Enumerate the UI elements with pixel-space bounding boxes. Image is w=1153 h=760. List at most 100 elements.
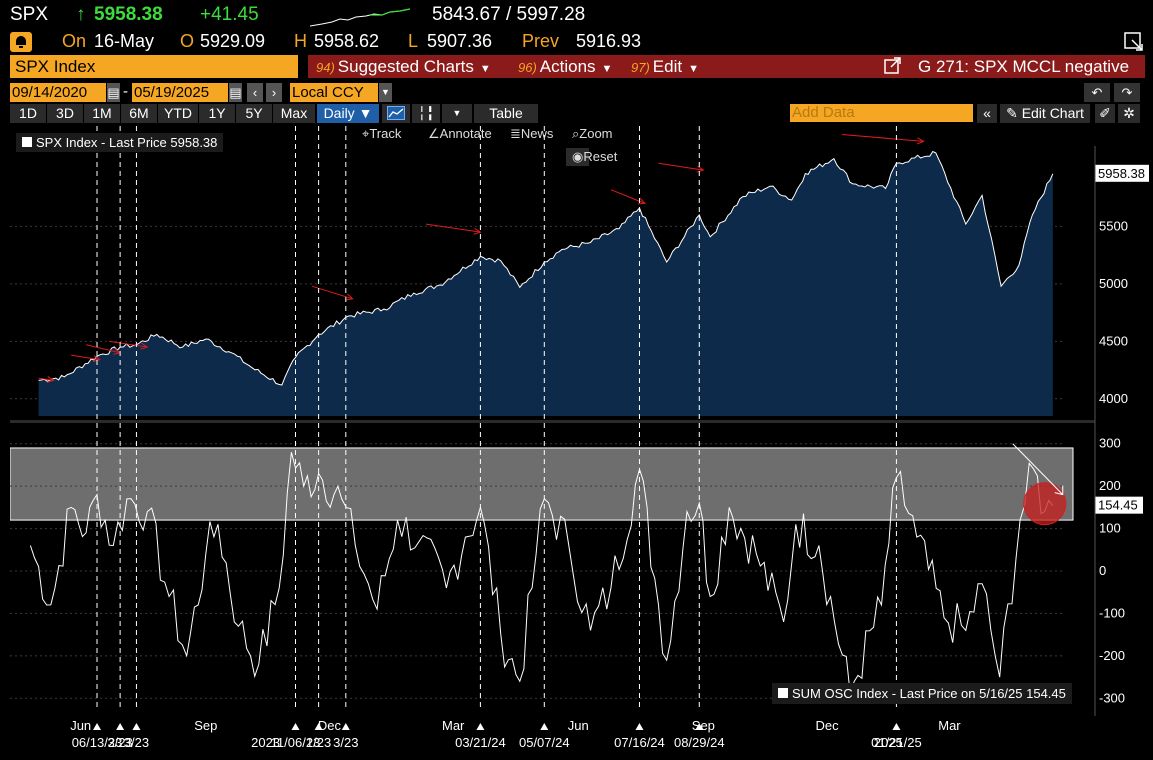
ohlc-header: On 16-May O 5929.09 H 5958.62 L 5907.36 … xyxy=(10,31,710,55)
x-month-label: Dec xyxy=(816,718,840,733)
period-1m[interactable]: 1M xyxy=(84,104,120,123)
x-month-label: Dec xyxy=(318,718,342,733)
edit-icon[interactable]: ✐ xyxy=(1095,104,1115,123)
next-period-button[interactable]: › xyxy=(266,83,282,102)
frequency-label: Daily xyxy=(323,105,355,121)
undo-icon[interactable]: ↶ xyxy=(1084,83,1110,102)
edit-chart-button[interactable]: ✎ Edit Chart xyxy=(1000,104,1090,123)
news-tool[interactable]: ≣ News xyxy=(510,126,554,141)
bar-chart-icon[interactable]: ╎╏ xyxy=(412,104,440,123)
y-tick-label: -100 xyxy=(1099,605,1125,620)
line-chart-icon[interactable] xyxy=(382,104,410,123)
currency-select[interactable]: Local CCY xyxy=(290,83,378,102)
table-button[interactable]: Table xyxy=(474,104,538,123)
period-5y[interactable]: 5Y xyxy=(236,104,272,123)
annotation-arrow xyxy=(658,162,704,171)
period-1d[interactable]: 1D xyxy=(10,104,46,123)
event-marker-triangle xyxy=(116,723,125,730)
menu-label: Edit xyxy=(652,57,683,76)
last-price: 5958.38 xyxy=(94,4,163,25)
track-tool[interactable]: ⌖ Track xyxy=(362,126,402,141)
annotation-arrowhead xyxy=(92,355,101,363)
x-month-label: Jun xyxy=(568,718,589,733)
bell-icon[interactable] xyxy=(10,32,32,57)
period-max[interactable]: Max xyxy=(273,104,315,123)
collapse-icon[interactable]: « xyxy=(977,104,997,123)
gear-icon[interactable]: ✲ xyxy=(1118,104,1140,123)
last-price-tag-label: 5958.38 xyxy=(1098,166,1145,181)
period-3d[interactable]: 3D xyxy=(47,104,83,123)
start-date-input[interactable]: 09/14/2020 xyxy=(10,83,106,102)
last-osc-tag xyxy=(1095,496,1143,514)
annotation-arrowhead-white xyxy=(1054,485,1064,496)
period-6m[interactable]: 6M xyxy=(121,104,157,123)
prev-period-button[interactable]: ‹ xyxy=(247,83,263,102)
on-label: On xyxy=(62,31,87,51)
caret-down-icon: ▼ xyxy=(479,63,491,75)
y-tick-label: 4500 xyxy=(1099,333,1128,348)
chart-title: G 271: SPX MCCL negative xyxy=(918,57,1130,76)
external-link-icon[interactable] xyxy=(884,55,902,78)
high-label: H xyxy=(294,31,307,51)
quote-header: SPX ↑ 5958.38 +41.45 5843.67 / 5997.28 xyxy=(10,4,710,30)
legend-top-text: SPX Index - Last Price 5958.38 xyxy=(36,135,218,150)
reset-label: Reset xyxy=(583,149,618,164)
menu-actions[interactable]: 96) Actions ▼ xyxy=(518,55,612,78)
add-data-input[interactable]: Add Data xyxy=(790,104,973,122)
event-marker-label: 03/21/24 xyxy=(455,735,506,750)
menu-suggested-charts[interactable]: 94) Suggested Charts ▼ xyxy=(316,55,491,78)
event-marker-label: 05/07/24 xyxy=(519,735,570,750)
quote-date: 16-May xyxy=(94,31,155,51)
news-label: News xyxy=(520,126,554,141)
frequency-select[interactable]: Daily ▼ xyxy=(317,104,379,123)
zoom-label: Zoom xyxy=(579,126,613,141)
menu-edit[interactable]: 97) Edit ▼ xyxy=(631,55,699,78)
legend-bottom: SUM OSC Index - Last Price on 5/16/25 15… xyxy=(772,683,1072,704)
annotation-arrow-white xyxy=(1012,443,1064,495)
low-value: 5907.36 xyxy=(427,31,493,51)
period-ytd[interactable]: YTD xyxy=(158,104,198,123)
event-marker-triangle xyxy=(314,723,323,730)
ticker[interactable]: SPX xyxy=(10,4,49,25)
period-1y[interactable]: 1Y xyxy=(199,104,235,123)
event-marker-triangle xyxy=(132,723,141,730)
zoom-tool[interactable]: ⌕ Zoom xyxy=(572,126,613,141)
event-marker-triangle xyxy=(540,723,549,730)
redo-icon[interactable]: ↷ xyxy=(1114,83,1140,102)
track-label: Track xyxy=(369,126,402,141)
calendar-icon[interactable]: ▤ xyxy=(229,83,242,102)
chart-type-dropdown-icon[interactable]: ▼ xyxy=(442,104,472,123)
event-marker-label: 07/16/24 xyxy=(614,735,665,750)
annotation-arrow xyxy=(71,354,100,361)
high-value: 5958.62 xyxy=(314,31,380,51)
menu-label: Suggested Charts xyxy=(337,57,474,76)
chevron-down-icon[interactable]: ▼ xyxy=(379,83,392,102)
menu-label: Actions xyxy=(539,57,596,76)
annotate-tool[interactable]: ∠ Annotate xyxy=(428,126,492,141)
event-marker-triangle xyxy=(93,723,102,730)
caret-down-icon: ▼ xyxy=(688,63,699,75)
end-date-input[interactable]: 05/19/2025 xyxy=(132,83,228,102)
net-change: +41.45 xyxy=(200,4,259,25)
spx-area xyxy=(38,151,1053,416)
x-year-label: 2025 xyxy=(874,735,903,750)
x-year-label: 2023 xyxy=(251,735,280,750)
reset-button[interactable]: ◉ Reset xyxy=(566,148,617,166)
open-value: 5929.09 xyxy=(200,31,266,51)
security-field[interactable]: SPX Index xyxy=(10,55,298,78)
calendar-icon[interactable]: ▤ xyxy=(107,83,120,102)
annotation-arrow xyxy=(109,340,148,348)
annotation-arrow xyxy=(311,285,353,300)
menu-num: 94) xyxy=(316,60,335,75)
popout-icon[interactable] xyxy=(1124,32,1144,57)
day-range: 5843.67 / 5997.28 xyxy=(432,4,586,25)
annotation-arrowhead xyxy=(345,293,354,301)
event-marker-triangle xyxy=(341,723,350,730)
prev-value: 5916.93 xyxy=(576,31,642,51)
chart-area[interactable]: 4000 4500 5000 5500 5958.38 -300 -200 -100 0 100… xyxy=(2,126,1153,755)
pencil-icon: ✎ xyxy=(1006,105,1018,121)
event-marker-label: 08/29/24 xyxy=(674,735,725,750)
annotation-arrowhead xyxy=(46,376,55,383)
event-marker-label: 3/23 xyxy=(107,735,132,750)
chart-svg[interactable]: 4000 4500 5000 5500 5958.38 -300 -200 -100 0 100… xyxy=(2,126,1153,755)
